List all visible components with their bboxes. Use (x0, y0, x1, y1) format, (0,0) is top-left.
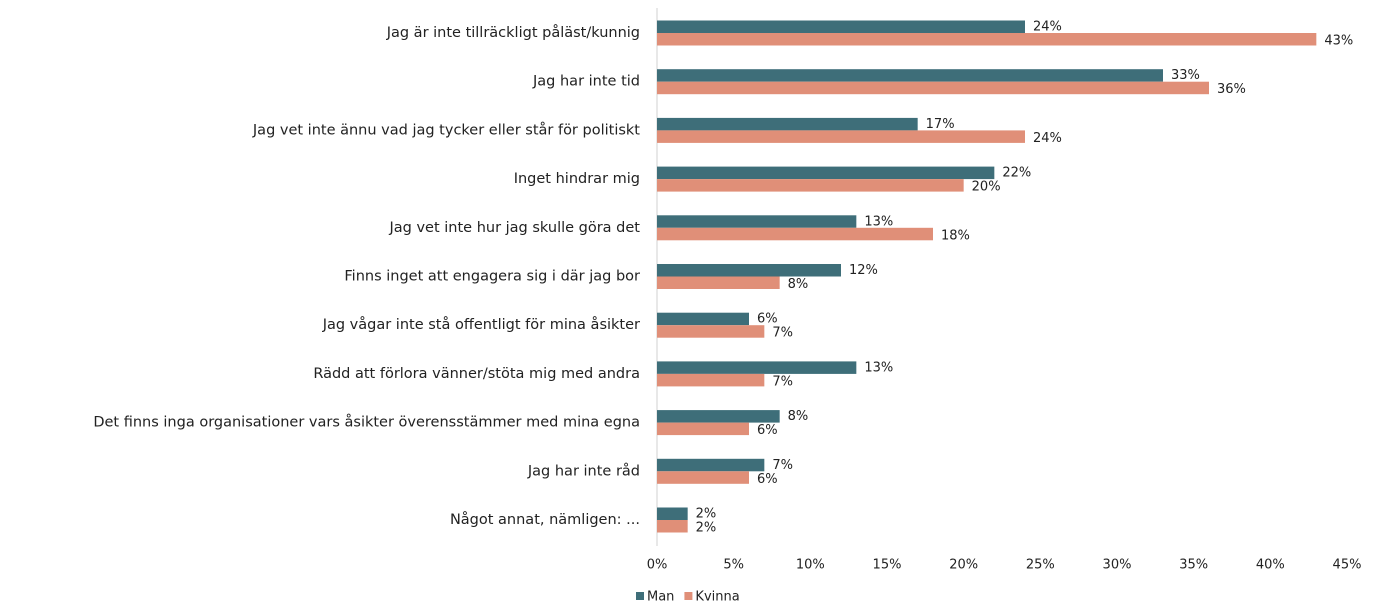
bar (657, 361, 857, 374)
category-label: Finns inget att engagera sig i där jag b… (344, 269, 640, 285)
bar (657, 520, 688, 533)
data-label: 33% (1171, 68, 1200, 83)
x-tick-label: 25% (1026, 558, 1055, 573)
bar (657, 264, 841, 277)
x-tick-label: 40% (1256, 558, 1285, 573)
data-label: 22% (1002, 166, 1031, 181)
x-tick-label: 0% (647, 558, 668, 573)
data-label: 36% (1217, 82, 1246, 97)
bar (657, 69, 1163, 82)
data-label: 6% (757, 423, 778, 438)
category-label: Jag har inte tid (532, 74, 640, 90)
data-label: 17% (926, 117, 955, 132)
bar (657, 20, 1025, 33)
x-tick-label: 35% (1179, 558, 1208, 573)
bar (657, 166, 995, 180)
bar (657, 373, 765, 387)
data-label: 7% (772, 458, 793, 473)
data-label: 2% (696, 521, 717, 536)
bar (657, 81, 1209, 95)
bar (657, 179, 964, 192)
category-label: Något annat, nämligen: ... (450, 511, 640, 528)
data-label: 8% (788, 277, 809, 292)
legend-swatch (684, 592, 693, 600)
bar (657, 410, 780, 423)
category-label: Jag vet inte ännu vad jag tycker eller s… (252, 121, 640, 138)
category-label: Rädd att förlora vänner/stöta mig med an… (313, 366, 640, 382)
x-tick-label: 20% (949, 558, 978, 573)
data-label: 24% (1033, 131, 1062, 146)
bar (657, 507, 688, 520)
bar (657, 117, 918, 131)
data-label: 7% (772, 326, 793, 341)
category-label: Inget hindrar mig (514, 171, 640, 187)
category-label: Jag har inte råd (527, 462, 640, 479)
bar (657, 471, 749, 484)
data-label: 2% (696, 507, 717, 522)
data-label: 24% (1033, 20, 1062, 35)
bar (657, 458, 765, 472)
bar (657, 33, 1317, 46)
category-label: Jag vågar inte stå offentligt för mina å… (322, 316, 640, 333)
category-label: Jag är inte tillräckligt påläst/kunnig (386, 24, 640, 41)
legend-label: Man (647, 590, 674, 604)
x-tick-label: 10% (796, 558, 825, 573)
category-label: Jag vet inte hur jag skulle göra det (388, 220, 640, 236)
data-label: 6% (757, 472, 778, 487)
bar (657, 422, 749, 436)
data-label: 6% (757, 312, 778, 327)
x-tick-label: 5% (723, 558, 744, 573)
x-tick-label: 15% (873, 558, 902, 573)
category-label: Det finns inga organisationer vars åsikt… (93, 414, 640, 431)
bar (657, 276, 780, 289)
data-label: 12% (849, 263, 878, 278)
bar (657, 325, 765, 338)
data-label: 7% (772, 374, 793, 389)
bar (657, 312, 749, 326)
bar (657, 215, 857, 228)
data-label: 20% (972, 180, 1001, 195)
bar (657, 130, 1025, 143)
x-tick-label: 45% (1333, 558, 1362, 573)
legend-label: Kvinna (695, 590, 739, 604)
data-label: 18% (941, 228, 970, 243)
legend-swatch (636, 592, 644, 600)
data-label: 13% (864, 360, 893, 375)
data-label: 13% (864, 214, 893, 229)
data-label: 8% (788, 409, 809, 424)
data-label: 43% (1324, 34, 1353, 49)
bar (657, 227, 933, 241)
x-tick-label: 30% (1103, 558, 1132, 573)
